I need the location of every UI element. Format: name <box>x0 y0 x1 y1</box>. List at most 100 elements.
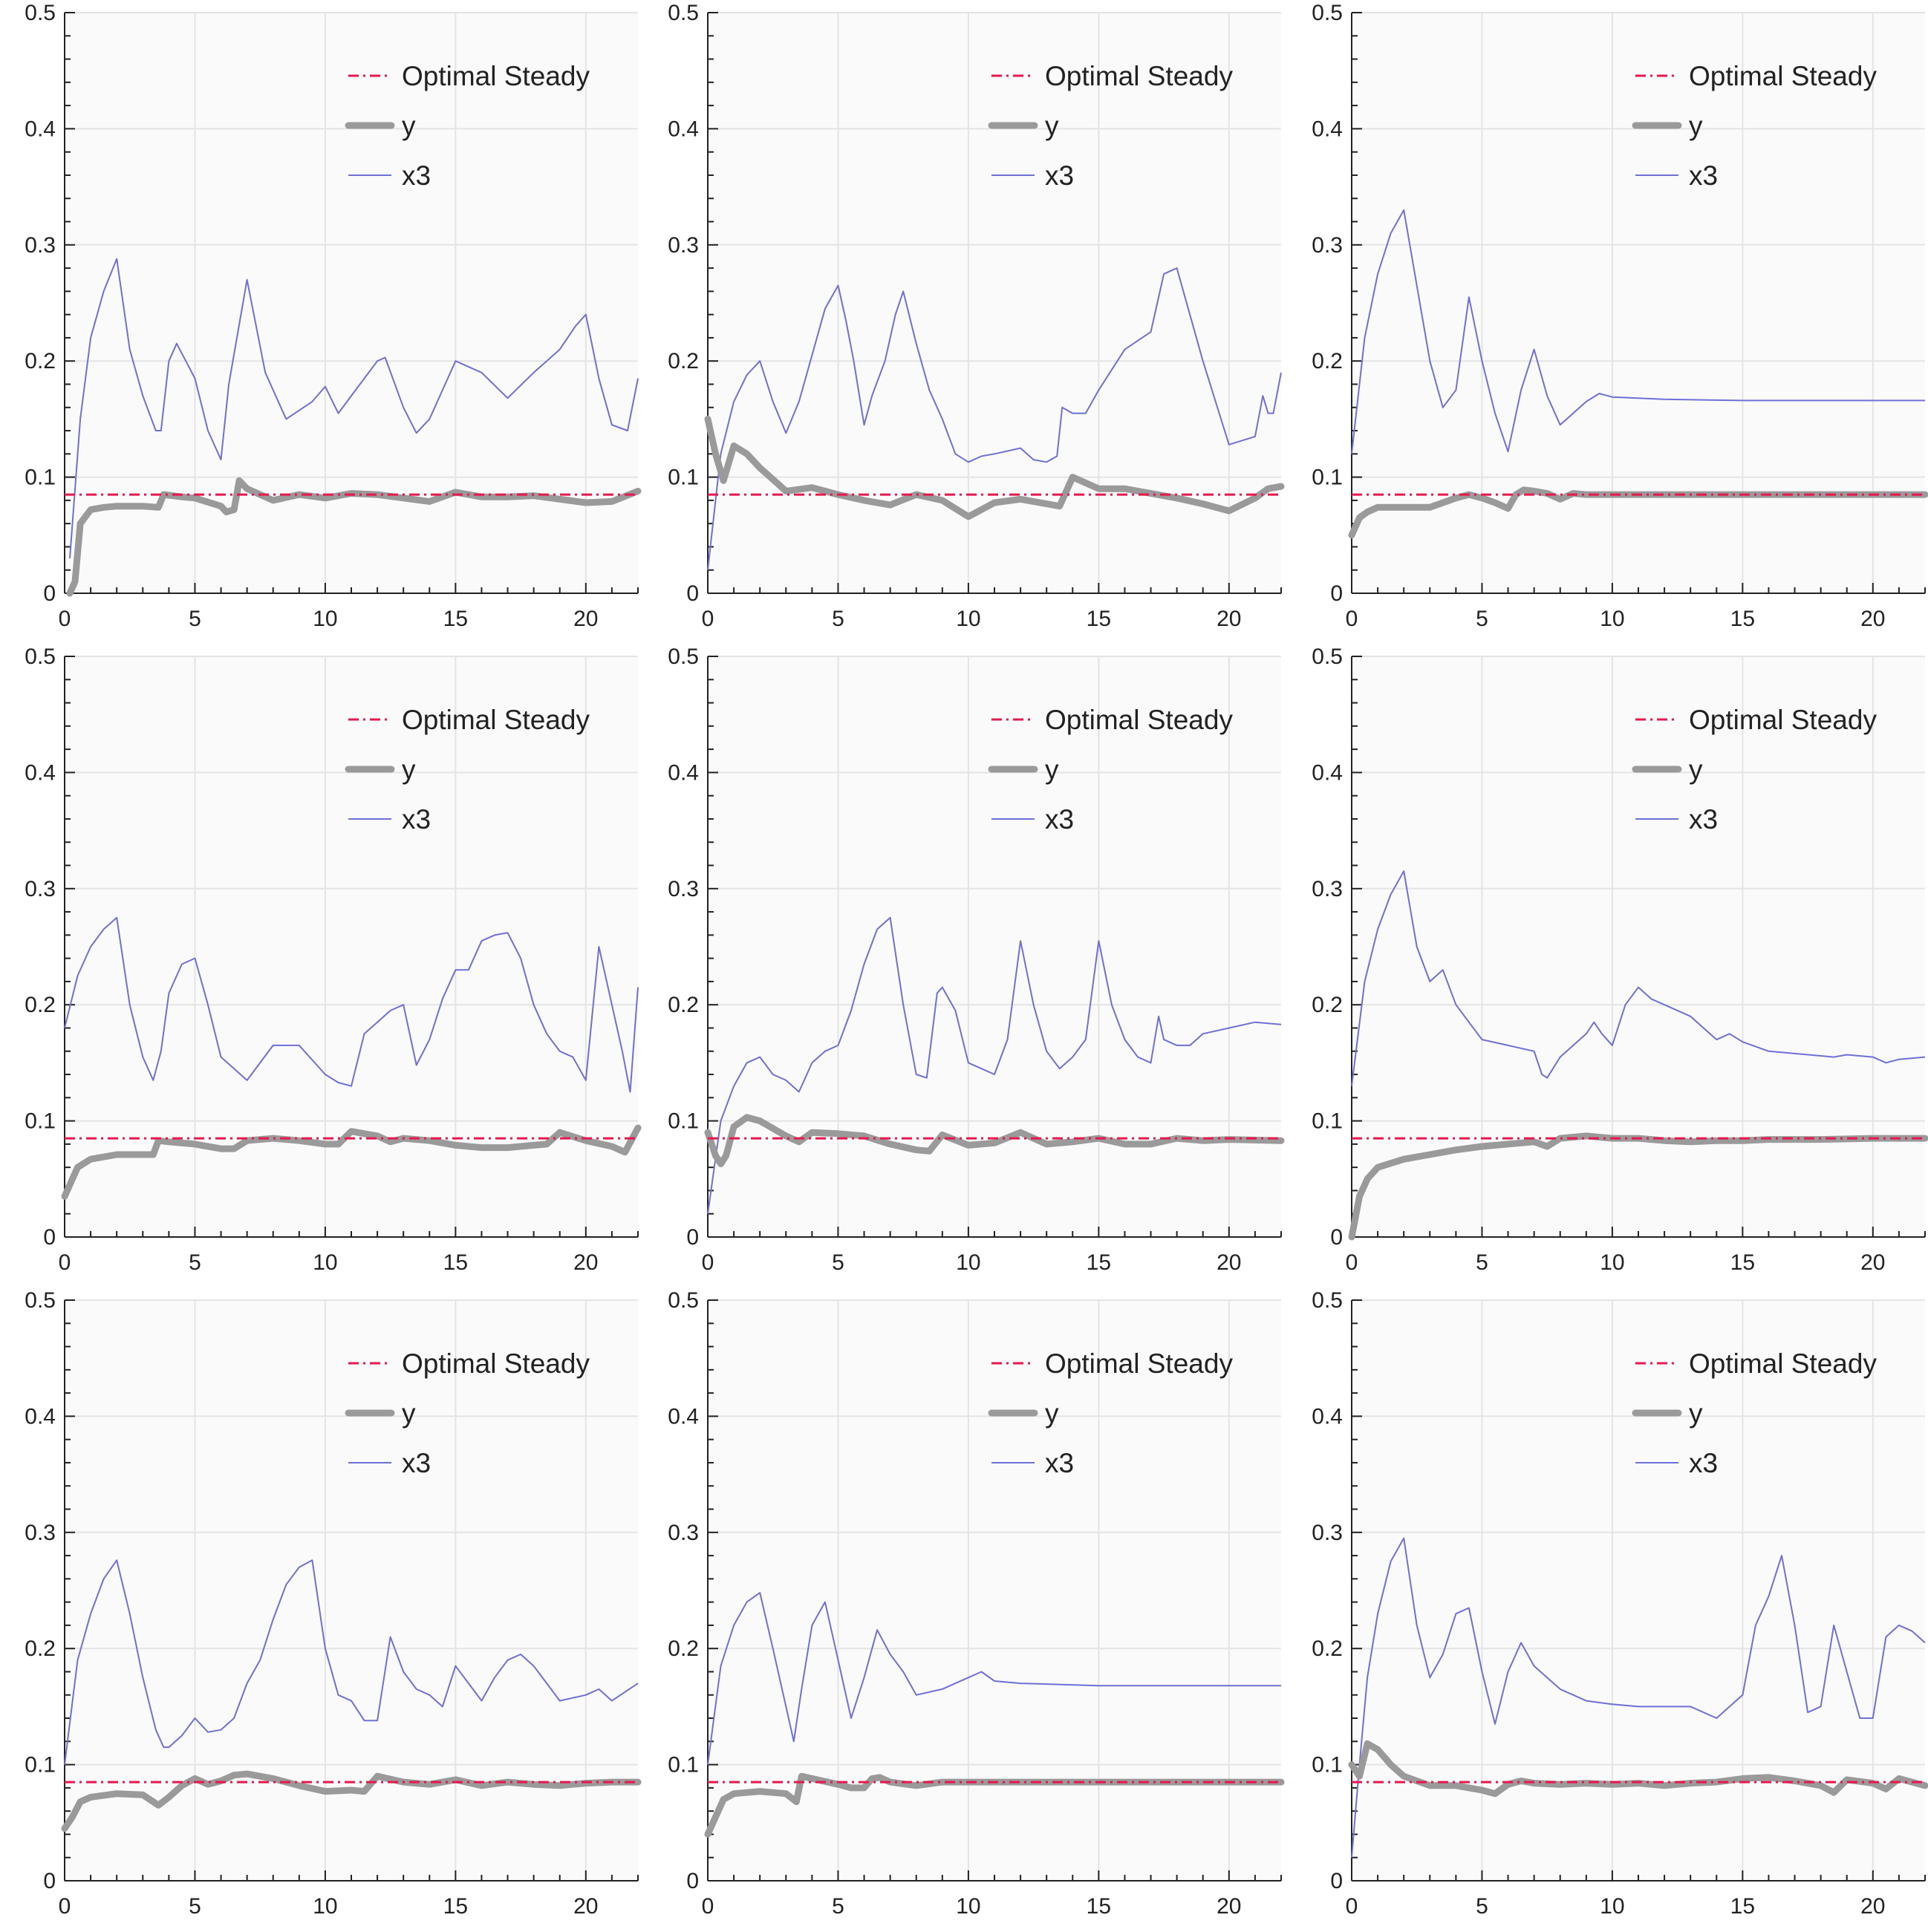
y-tick-label: 0.5 <box>668 1 699 25</box>
y-tick-label: 0.4 <box>668 1404 699 1429</box>
legend-label: x3 <box>402 1448 431 1478</box>
x-tick-label: 10 <box>313 1250 337 1275</box>
y-tick-label: 0.3 <box>668 233 699 258</box>
x-tick-label: 10 <box>1600 607 1624 631</box>
legend-label: Optimal Steady <box>402 705 590 735</box>
series-y-line <box>704 1114 1285 1167</box>
x-tick-label: 15 <box>1730 607 1755 631</box>
subplot-7: 0 0.1 0.2 0.3 0.4 0.5 0 5 10 15 20 Optimal Steady yx… <box>25 1288 642 1919</box>
legend: Optimal Steady y x3 <box>1632 705 1877 835</box>
y-tick-label: 0.5 <box>668 1288 699 1313</box>
x-tick-label: 20 <box>1217 1894 1241 1919</box>
x-tick-label: 0 <box>59 1250 71 1275</box>
legend-label: x3 <box>1689 160 1718 191</box>
y-tick-label: 0.5 <box>1312 1 1343 25</box>
legend-label: y <box>1045 1398 1059 1429</box>
legend: Optimal Steady y x3 <box>1632 1348 1877 1478</box>
y-tick-label: 0.1 <box>668 1753 699 1778</box>
x-tick-label: 0 <box>1346 1894 1358 1919</box>
y-tick-label: 0.5 <box>25 1288 56 1313</box>
legend-label: y <box>1045 754 1059 785</box>
y-tick-label: 0.2 <box>1312 993 1343 1017</box>
x-tick-label: 20 <box>1217 607 1241 631</box>
y-tick-label: 0 <box>43 581 56 606</box>
subplot-4: 0 0.1 0.2 0.3 0.4 0.5 0 5 10 15 20 Optimal Steady yx… <box>25 644 642 1275</box>
legend-label: y <box>402 1398 416 1429</box>
x-tick-label: 5 <box>832 1250 844 1275</box>
x-tick-label: 5 <box>189 1250 201 1275</box>
x-tick-label: 0 <box>1346 1250 1358 1275</box>
series-y-line <box>1348 486 1928 539</box>
y-tick-label: 0.2 <box>25 993 56 1017</box>
legend-label: x3 <box>1045 1448 1074 1478</box>
x-tick-label: 10 <box>1600 1250 1624 1275</box>
y-tick-label: 0.4 <box>25 760 56 785</box>
subplot-6: 0 0.1 0.2 0.3 0.4 0.5 0 5 10 15 20 Optimal Steady yx… <box>1312 644 1928 1275</box>
legend-label: Optimal Steady <box>402 61 590 91</box>
legend: Optimal Steady y x3 <box>988 61 1233 191</box>
y-tick-label: 0 <box>43 1225 56 1250</box>
legend-label: y <box>1689 754 1703 785</box>
y-tick-label: 0.1 <box>1312 1109 1343 1134</box>
series-x3-line <box>1351 870 1926 1086</box>
y-tick-label: 0.2 <box>1312 1636 1343 1661</box>
legend-label: y <box>1689 1398 1703 1429</box>
series-x3-line <box>707 267 1282 570</box>
x-tick-label: 5 <box>1476 607 1488 631</box>
subplot-9: 0 0.1 0.2 0.3 0.4 0.5 0 5 10 15 20 Optimal Steady yx… <box>1312 1288 1928 1919</box>
y-tick-label: 0.1 <box>25 466 56 490</box>
x-tick-label: 5 <box>1476 1894 1488 1919</box>
y-tick-label: 0.5 <box>1312 1288 1343 1313</box>
legend-label: Optimal Steady <box>1045 1348 1233 1379</box>
y-tick-label: 0.3 <box>25 1521 56 1545</box>
legend-label: Optimal Steady <box>1689 1348 1877 1379</box>
x-tick-label: 10 <box>313 607 337 631</box>
x-tick-label: 10 <box>1600 1894 1624 1919</box>
x-tick-label: 15 <box>1730 1894 1755 1919</box>
x-tick-label: 0 <box>1346 607 1358 631</box>
y-tick-label: 0.5 <box>25 644 56 669</box>
y-tick-label: 0.1 <box>25 1109 56 1134</box>
legend: Optimal Steady y x3 <box>988 1348 1233 1478</box>
series-y-line <box>704 415 1285 520</box>
y-tick-label: 0.4 <box>668 117 699 141</box>
y-tick-label: 0.3 <box>1312 1521 1343 1545</box>
x-tick-label: 20 <box>1217 1250 1241 1275</box>
plot-area <box>708 13 1281 593</box>
plot-area <box>65 1300 638 1881</box>
series-y-line <box>61 1124 642 1200</box>
y-tick-label: 0.1 <box>1312 1753 1343 1778</box>
x-tick-label: 10 <box>956 1250 980 1275</box>
x-tick-label: 5 <box>189 607 201 631</box>
legend: Optimal Steady y x3 <box>988 705 1233 835</box>
y-tick-label: 0.2 <box>1312 349 1343 373</box>
plot-area <box>1352 1300 1925 1881</box>
series-x3-line <box>707 916 1282 1214</box>
x-tick-label: 5 <box>832 1894 844 1919</box>
x-tick-label: 20 <box>1860 1250 1885 1275</box>
x-tick-label: 20 <box>1860 607 1885 631</box>
y-tick-label: 0.2 <box>668 993 699 1017</box>
y-tick-label: 0.3 <box>668 1521 699 1545</box>
y-tick-label: 0 <box>686 1869 699 1893</box>
y-tick-label: 0.4 <box>668 760 699 785</box>
y-tick-label: 0.2 <box>668 349 699 373</box>
x-tick-label: 15 <box>443 1250 468 1275</box>
subplot-5: 0 0.1 0.2 0.3 0.4 0.5 0 5 10 15 20 Optimal Steady yx… <box>668 644 1285 1275</box>
x-tick-label: 5 <box>189 1894 201 1919</box>
legend-label: Optimal Steady <box>1689 61 1877 91</box>
series-x3-line <box>707 1592 1281 1765</box>
series-y-line <box>66 477 642 597</box>
legend-label: y <box>1045 111 1059 141</box>
x-tick-label: 15 <box>1730 1250 1755 1275</box>
x-tick-label: 0 <box>702 607 714 631</box>
series-x3-line <box>69 258 639 559</box>
subplot-8: 0 0.1 0.2 0.3 0.4 0.5 0 5 10 15 20 Optimal Steady yx… <box>668 1288 1285 1919</box>
legend-label: Optimal Steady <box>402 1348 590 1379</box>
series-x3-line <box>64 916 639 1093</box>
plot-area <box>708 1300 1281 1881</box>
plot-area <box>65 656 638 1237</box>
subplot-2: 0 0.1 0.2 0.3 0.4 0.5 0 5 10 15 20 Optimal Steady yx… <box>668 1 1285 631</box>
legend: Optimal Steady y x3 <box>345 705 590 835</box>
x-tick-label: 10 <box>313 1894 337 1919</box>
